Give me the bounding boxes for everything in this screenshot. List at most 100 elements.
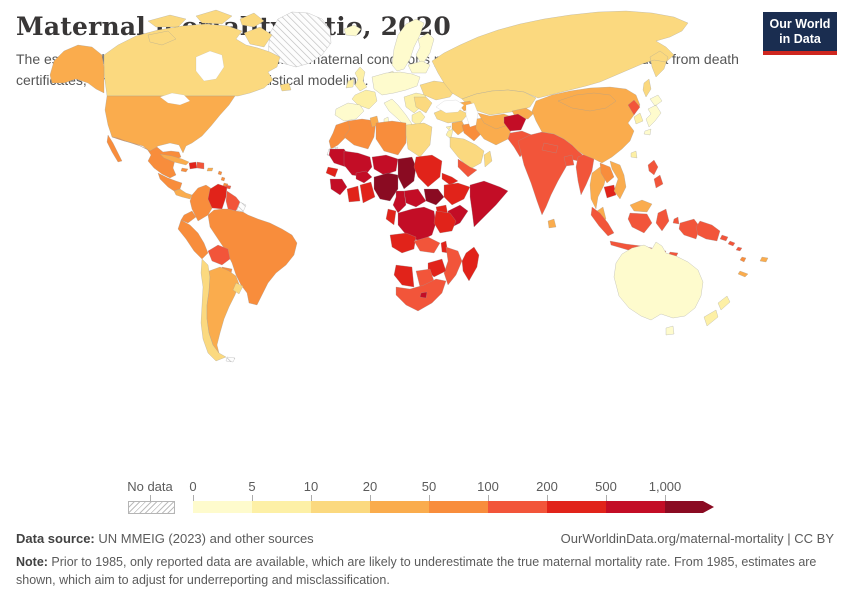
region-sudan[interactable]: Sudan — 200-500 — [413, 154, 443, 188]
region-syria[interactable]: Syria — 20-50 — [451, 120, 467, 136]
region-egypt[interactable]: Egypt — 10-20 — [405, 122, 433, 158]
region-puerto-rico[interactable]: Puerto Rico — 20-50 — [206, 167, 214, 172]
region-mexico[interactable]: Mexico — 50-100 — [106, 134, 182, 179]
region-mongolia[interactable]: Mongolia — 20-50 — [557, 92, 617, 112]
owid-logo[interactable]: Our World in Data — [763, 12, 837, 55]
region-solomon-islands[interactable]: Solomon Islands — 100-200 — [727, 240, 743, 252]
legend-bin-segment-500-1,000[interactable] — [606, 501, 665, 513]
footer-note: Note: Prior to 1985, only reported data … — [16, 553, 834, 589]
region-cuba[interactable]: Cuba — 20-50 — [159, 153, 190, 166]
region-fiji[interactable]: Fiji — 20-50 — [759, 256, 769, 263]
region-japan[interactable]: Japan — 0-5 — [643, 94, 663, 136]
region-south-sudan[interactable]: South Sudan — 1,000+ — [423, 188, 445, 206]
region-falkland-islands[interactable]: Falkland Islands — No data — [225, 356, 236, 363]
region-bangladesh[interactable]: Bangladesh — 100-200 — [563, 154, 575, 167]
region-north-korea[interactable]: North Korea — 100-200 — [627, 99, 641, 116]
region-somalia[interactable]: Somalia — 500-1,000 — [469, 180, 509, 228]
region-drc[interactable]: Democratic Republic of Congo — 500-1,000 — [397, 206, 437, 242]
region-vietnam[interactable]: Vietnam — 20-50 — [609, 160, 627, 200]
region-eritrea[interactable]: Eritrea and Djibouti — 200-500 — [441, 172, 459, 186]
region-cyprus[interactable]: Cyprus — 5-10 — [445, 125, 452, 131]
region-kazakhstan[interactable]: Kazakhstan — 10-20 — [461, 89, 537, 116]
region-venezuela[interactable]: Venezuela — 200-500 — [207, 183, 228, 210]
region-ivory-coast[interactable]: Cote d'Ivoire — 200-500 — [346, 185, 361, 203]
region-new-zealand[interactable]: New Zealand — 5-10 — [703, 295, 731, 327]
region-ghana-togo-benin[interactable]: Ghana, Togo and Benin — 200-500 — [359, 181, 376, 204]
legend-bin-segment-100-200[interactable] — [488, 501, 547, 513]
region-russia[interactable]: Russia — 10-20 — [431, 10, 689, 100]
region-angola[interactable]: Angola — 200-500 — [389, 232, 417, 254]
region-madagascar[interactable]: Madagascar — 200-500 — [461, 246, 480, 282]
region-costa-rica-panama[interactable]: Costa Rica and Panama — 20-50 — [173, 188, 193, 200]
region-argentina[interactable]: Argentina — 20-50 — [206, 266, 240, 354]
region-mali[interactable]: Mali — 500-1,000 — [343, 150, 373, 178]
region-nordics[interactable]: Norway, Sweden and Finland — 0-5 — [391, 18, 435, 72]
region-greece[interactable]: Greece — 5-10 — [411, 110, 426, 127]
region-algeria[interactable]: Algeria — 50-100 — [343, 118, 377, 150]
region-haiti[interactable]: Haiti — 200-500 — [188, 161, 198, 170]
region-central-african-republic[interactable]: Central African Republic — 500-1,000 — [403, 188, 427, 208]
region-central-europe[interactable]: Central Europe — 0-5 — [371, 71, 421, 96]
region-iberia[interactable]: Spain and Portugal — 0-5 — [334, 102, 365, 122]
region-iceland[interactable]: Iceland — 0-5 — [343, 24, 362, 37]
region-brazil[interactable]: Brazil — 50-100 — [207, 208, 298, 306]
region-france[interactable]: France — 5-10 — [351, 89, 378, 110]
region-ethiopia[interactable]: Ethiopia — 200-500 — [443, 182, 471, 206]
region-burkina-faso[interactable]: Burkina Faso — 500-1,000 — [355, 170, 373, 184]
legend-bin-segment-1,000+[interactable] — [665, 501, 703, 513]
region-nigeria[interactable]: Nigeria — 1,000+ — [373, 172, 399, 202]
chart-footer: Data source: UN MMEIG (2023) and other s… — [16, 531, 834, 589]
region-china[interactable]: China — 20-50 — [531, 86, 641, 164]
legend-bin-segment-200-500[interactable] — [547, 501, 606, 513]
region-ecuador[interactable]: Ecuador — 50-100 — [180, 210, 197, 224]
legend-bin-segment-5-10[interactable] — [252, 501, 311, 513]
region-uruguay[interactable]: Uruguay — 10-20 — [232, 282, 244, 295]
footer-note-label: Note: — [16, 555, 48, 569]
legend-bin-segment-50-100[interactable] — [429, 501, 488, 513]
region-usa[interactable]: United States — 20-50 — [104, 95, 236, 154]
footer-link[interactable]: OurWorldinData.org/maternal-mortality | … — [560, 531, 834, 546]
region-nepal[interactable]: Nepal — 100-200 — [541, 142, 559, 154]
region-cambodia[interactable]: Cambodia — 200-500 — [603, 184, 617, 199]
region-tanzania[interactable]: Tanzania — 200-500 — [433, 210, 457, 234]
region-peru[interactable]: Peru — 50-100 — [177, 219, 209, 260]
region-cameroon[interactable]: Cameroon — 500-1,000 — [392, 190, 407, 214]
region-philippines[interactable]: Philippines — 100-200 — [647, 159, 664, 189]
region-laos[interactable]: Laos — 50-100 — [599, 162, 615, 184]
legend-bin-segment-20-50[interactable] — [370, 501, 429, 513]
region-taiwan[interactable]: Taiwan — 5-10 — [630, 150, 638, 159]
region-jamaica[interactable]: Jamaica — 50-100 — [180, 167, 189, 173]
region-papua-new-guinea[interactable]: Papua New Guinea — 100-200 — [695, 220, 729, 242]
region-namibia[interactable]: Namibia — 200-500 — [393, 264, 415, 288]
region-canada[interactable]: Canada — 10-20 — [103, 9, 292, 97]
region-lesotho[interactable]: Lesotho — 500-1,000 — [419, 291, 428, 299]
region-niger[interactable]: Niger — 500-1,000 — [371, 154, 399, 176]
region-alaska[interactable]: United States (Alaska) — 20-50 — [49, 44, 105, 94]
region-romania-bulgaria[interactable]: Romania and Bulgaria — 10-20 — [413, 96, 433, 114]
region-australia[interactable]: Australia — 0-5 — [613, 241, 704, 336]
region-chad[interactable]: Chad — 1,000+ — [397, 156, 417, 190]
region-guinea-region[interactable]: Guinea, Sierra Leone and Liberia — 500-1… — [329, 178, 348, 196]
legend-no-data-swatch[interactable] — [128, 501, 175, 514]
legend-bin-segment-0-5[interactable] — [193, 501, 252, 513]
region-yemen[interactable]: Yemen — 100-200 — [457, 158, 478, 178]
region-congo-gabon[interactable]: Congo and Gabon — 200-500 — [385, 208, 397, 226]
region-zambia[interactable]: Zambia — 100-200 — [413, 236, 441, 254]
region-south-korea[interactable]: South Korea — 5-10 — [633, 112, 644, 125]
region-oman[interactable]: Oman and UAE — 10-20 — [483, 150, 493, 168]
region-mozambique[interactable]: Mozambique — 100-200 — [443, 246, 463, 286]
region-new-caledonia[interactable]: New Caledonia — 20-50 — [737, 270, 749, 278]
region-saudi-arabia[interactable]: Saudi Arabia — 10-20 — [449, 136, 485, 170]
region-dominican-republic[interactable]: Dominican Republic — 100-200 — [196, 161, 205, 170]
region-baltics-belarus[interactable]: Baltics and Belarus — 0-5 — [407, 60, 431, 74]
region-malaysia-borneo[interactable]: Malaysia (Borneo) — 20-50 — [629, 199, 653, 213]
region-british-isles[interactable]: United Kingdom and Ireland — 5-10 — [345, 66, 368, 92]
region-vanuatu[interactable]: Vanuatu — 50-100 — [739, 256, 747, 263]
legend-bin-segment-10-20[interactable] — [311, 501, 370, 513]
region-libya[interactable]: Libya — 50-100 — [375, 120, 407, 156]
region-afghanistan[interactable]: Afghanistan — 500-1,000 — [503, 113, 527, 132]
region-bolivia[interactable]: Bolivia — 100-200 — [207, 244, 231, 266]
region-sri-lanka[interactable]: Sri Lanka — 20-50 — [547, 218, 557, 229]
region-greenland[interactable]: Greenland — No data — [267, 11, 332, 68]
region-senegal[interactable]: Senegal and Gambia — 200-500 — [325, 166, 339, 178]
